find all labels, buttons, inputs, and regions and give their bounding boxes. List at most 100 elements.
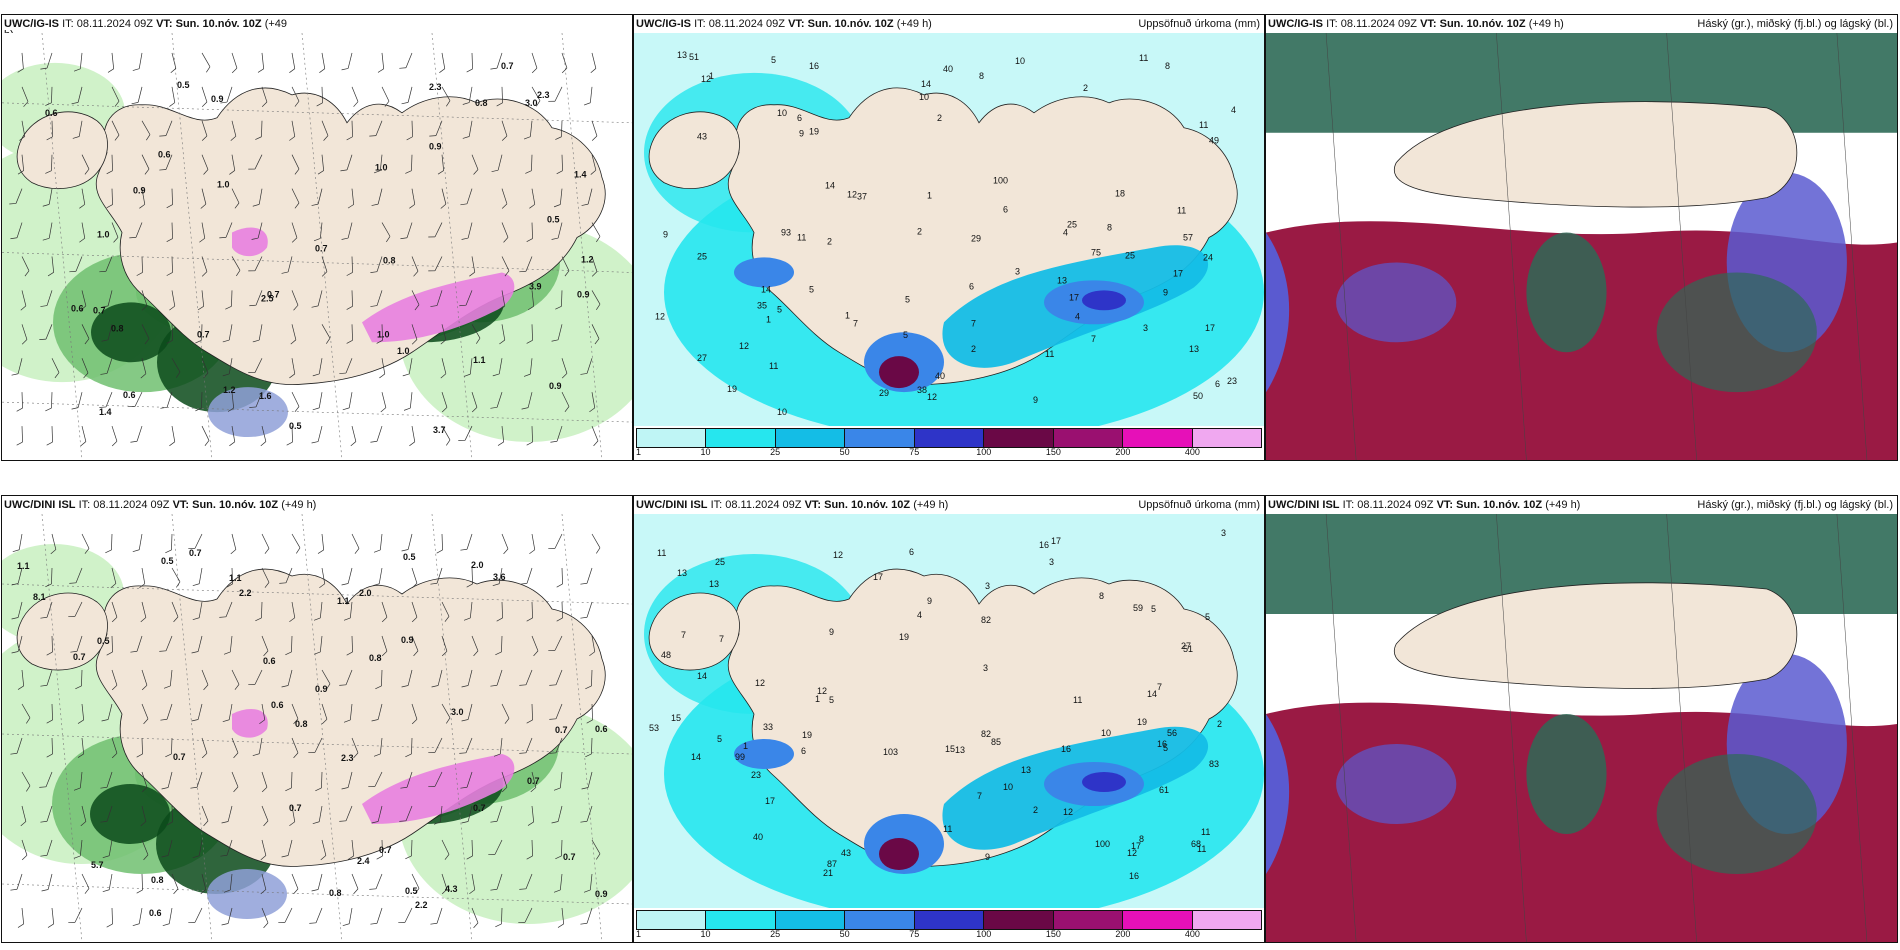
precip-legend: 1 10 25 50 75 100 150 200 400 xyxy=(636,428,1262,458)
precip-value-label: 13 xyxy=(1189,344,1199,354)
precip-value-label: 33 xyxy=(763,722,773,732)
panel-dini-precip: UWC/DINI ISL IT: 08.11.2024 09Z VT: Sun.… xyxy=(633,495,1265,943)
wind-value-label: 0.7 xyxy=(93,305,105,315)
precip-value-label: 5 xyxy=(905,294,910,304)
precip-value-label: 11 xyxy=(1197,844,1206,854)
wind-value-label: 2.3 xyxy=(341,753,354,763)
wind-value-label: 1.0 xyxy=(97,230,109,240)
precip-value-label: 13 xyxy=(677,568,687,578)
legend-swatch xyxy=(914,429,985,447)
wind-value-label: 0.6 xyxy=(123,390,135,400)
precip-value-label: 9 xyxy=(1033,395,1038,405)
precip-value-label: 57 xyxy=(1183,232,1193,242)
precip-value-label: 7 xyxy=(1091,334,1096,344)
precip-value-label: 2 xyxy=(1083,83,1088,93)
precip-value-label: 19 xyxy=(802,730,812,740)
wind-value-label: 1.1 xyxy=(473,355,485,365)
legend-label: 25 xyxy=(770,929,781,939)
precip-value-label: 29 xyxy=(879,388,889,398)
precip-value-label: 11 xyxy=(769,361,778,371)
precip-value-label: 2 xyxy=(1033,805,1038,815)
precip-value-label: 10 xyxy=(1003,782,1013,792)
precip-value-label: 19 xyxy=(809,127,819,137)
precip-value-label: 13 xyxy=(1021,765,1031,775)
legend-swatch xyxy=(775,429,846,447)
legend-swatch xyxy=(1192,429,1261,447)
precip-value-label: 19 xyxy=(1137,717,1147,727)
legend-label: 1 xyxy=(636,929,642,939)
wind-value-label: 1.4 xyxy=(574,170,586,180)
legend-bar xyxy=(636,428,1262,448)
precip-value-label: 10 xyxy=(1015,56,1025,66)
wind-value-label: 0.5 xyxy=(161,556,174,566)
precip-value-label: 4 xyxy=(917,610,922,620)
precip-value-label: 9 xyxy=(663,229,668,239)
wind-value-label: 1.0 xyxy=(217,180,229,190)
wind-value-label: 1.6 xyxy=(259,391,271,401)
precip-value-label: 43 xyxy=(841,848,851,858)
legend-label: 75 xyxy=(909,929,920,939)
precip-value-label: 12 xyxy=(817,686,827,696)
precip-value-label: 3 xyxy=(1049,557,1054,567)
precip-value-label: 9 xyxy=(1163,287,1168,297)
precip-value-label: 1 xyxy=(743,741,748,751)
wind-value-label: 0.7 xyxy=(73,652,86,662)
precip-value-label: 2 xyxy=(827,236,832,246)
precip-value-label: 25 xyxy=(1125,250,1135,260)
precip-value-label: 12 xyxy=(755,678,765,688)
legend-swatch xyxy=(845,429,915,447)
precip-value-label: 2 xyxy=(971,344,976,354)
wind-value-label: 3.0 xyxy=(451,707,464,717)
precip-value-label: 37 xyxy=(857,192,867,202)
wind-value-label: 4.3 xyxy=(445,884,458,894)
legend-label: 200 xyxy=(1115,447,1131,457)
precip-value-label: 12 xyxy=(701,74,711,84)
wind-value-label: 0.5 xyxy=(405,886,418,896)
wind-value-label: 0.6 xyxy=(595,724,608,734)
legend-label: 150 xyxy=(1045,447,1061,457)
cloud-map xyxy=(1266,33,1897,460)
panel-title: UWC/DINI ISL IT: 08.11.2024 09Z VT: Sun.… xyxy=(4,499,317,511)
precip-value-label: 3 xyxy=(1015,266,1020,276)
precip-value-label: 68 xyxy=(1191,839,1201,849)
wind-value-label: 3.7 xyxy=(433,425,445,435)
panel-right-title: Háský (gr.), miðský (fj.bl.) og lágský (… xyxy=(1697,499,1893,511)
precip-value-label: 3 xyxy=(985,581,990,591)
wind-value-label: 0.9 xyxy=(401,635,414,645)
precip-value-label: 13 xyxy=(677,50,687,60)
precip-value-label: 43 xyxy=(697,132,707,142)
precip-value-label: 17 xyxy=(1173,268,1183,278)
precip-value-label: 12 xyxy=(927,392,937,402)
precip-value-label: 11 xyxy=(1045,349,1054,359)
precip-value-label: 17 xyxy=(1131,841,1141,851)
wind-value-label: 0.8 xyxy=(329,888,342,898)
wind-value-label: 0.7 xyxy=(501,61,513,71)
precip-value-label: 7 xyxy=(681,630,686,640)
precip-value-label: 16 xyxy=(1129,871,1139,881)
precip-value-label: 9 xyxy=(799,129,804,139)
legend-swatch xyxy=(1123,911,1193,929)
precip-value-label: 103 xyxy=(883,747,898,757)
panel-title: UWC/DINI ISL IT: 08.11.2024 09Z VT: Sun.… xyxy=(636,499,949,511)
precip-value-label: 14 xyxy=(697,671,707,681)
precip-value-label: 6 xyxy=(797,113,802,123)
precip-value-label: 9 xyxy=(927,596,932,606)
wind-value-label: 0.7 xyxy=(173,752,186,762)
legend-swatch xyxy=(637,911,707,929)
wind-value-label: 2.2 xyxy=(415,900,428,910)
precip-value-label: 14 xyxy=(761,284,771,294)
precip-value-label: 5 xyxy=(771,55,776,65)
precip-value-label: 1 xyxy=(709,71,714,81)
precip-value-label: 5 xyxy=(809,284,814,294)
wind-value-label: 0.6 xyxy=(71,303,83,313)
wind-value-label: 0.7 xyxy=(267,289,279,299)
precip-value-label: 11 xyxy=(1177,206,1186,216)
precip-value-label: 8 xyxy=(1107,223,1112,233)
precip-value-label: 4 xyxy=(1231,105,1236,115)
legend-label: 150 xyxy=(1045,929,1061,939)
precip-value-label: 56 xyxy=(1167,728,1177,738)
wind-value-label: 1.4 xyxy=(99,407,111,417)
legend-swatch xyxy=(914,911,985,929)
wind-value-label: 0.7 xyxy=(563,852,576,862)
precip-value-label: 6 xyxy=(801,746,806,756)
